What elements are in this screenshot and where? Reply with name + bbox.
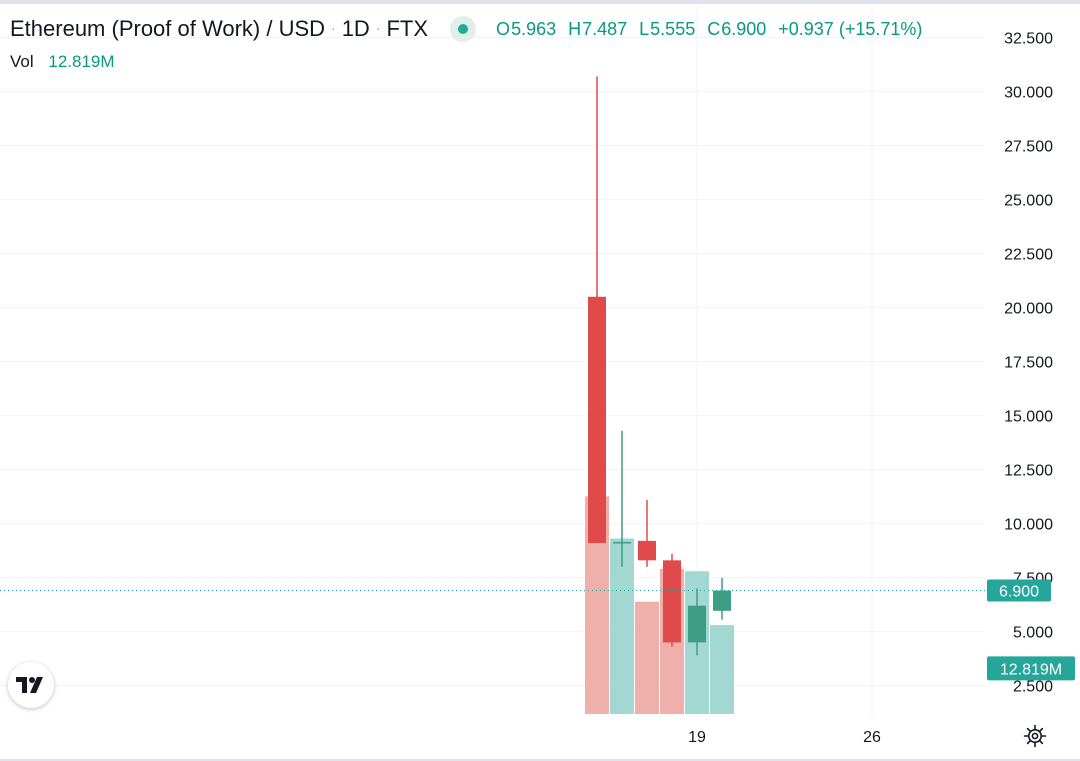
candle-layer	[588, 76, 731, 656]
candle-body	[613, 541, 631, 544]
volume-bar	[710, 625, 734, 714]
candle-body	[663, 560, 681, 643]
low-value: L5.555	[639, 19, 695, 40]
close-key: C	[707, 18, 721, 39]
high-number: 7.487	[582, 18, 628, 39]
last-volume-tag	[987, 656, 1075, 681]
candle-body	[688, 605, 706, 643]
grid-layer	[0, 5, 985, 718]
separator: ·	[375, 20, 381, 36]
y-tick-label: 22.500	[1004, 247, 1053, 264]
top-border	[0, 0, 1080, 4]
axis-layer: 2.5005.0007.50010.00012.50015.00017.5002…	[688, 31, 1075, 746]
y-tick-label: 15.000	[1004, 409, 1053, 426]
y-tick-label: 5.000	[1013, 625, 1053, 642]
y-tick-label: 25.000	[1004, 193, 1053, 210]
gear-icon-glyph	[1023, 724, 1047, 748]
x-tick-label: 19	[688, 729, 706, 746]
symbol-legend: Ethereum (Proof of Work) / USD · 1D · FT…	[10, 14, 922, 44]
y-tick-label: 2.500	[1013, 679, 1053, 696]
high-key: H	[568, 18, 582, 39]
y-tick-label: 20.000	[1004, 301, 1053, 318]
x-tick-label: 26	[863, 729, 881, 746]
y-tick-label: 17.500	[1004, 355, 1053, 372]
open-key: O	[496, 18, 511, 39]
symbol-title[interactable]: Ethereum (Proof of Work) / USD	[10, 16, 326, 41]
last-volume-tag-label: 12.819M	[1000, 661, 1062, 678]
low-key: L	[639, 18, 650, 39]
y-tick-label: 12.500	[1004, 463, 1053, 480]
open-number: 5.963	[511, 18, 557, 39]
tradingview-logo-icon[interactable]	[8, 662, 54, 708]
y-tick-label: 10.000	[1004, 517, 1053, 534]
candle-body	[713, 590, 731, 611]
close-value: C6.900	[707, 19, 766, 40]
candle-body	[588, 296, 606, 544]
market-status-indicator[interactable]	[450, 16, 477, 42]
close-number: 6.900	[721, 18, 767, 39]
market-status-dot-icon	[458, 24, 469, 34]
volume-legend: Vol 12.819M	[10, 52, 115, 72]
bottom-border	[0, 759, 1080, 761]
volume-label[interactable]: Vol	[10, 52, 34, 71]
last-price-tag	[987, 579, 1051, 602]
y-tick-label: 27.500	[1004, 139, 1053, 156]
open-value: O5.963	[496, 19, 556, 40]
volume-value: 12.819M	[48, 52, 115, 71]
interval-label[interactable]: 1D	[341, 16, 370, 41]
y-tick-label: 30.000	[1004, 85, 1053, 102]
separator: ·	[331, 20, 336, 36]
candle-body	[638, 540, 656, 561]
high-value: H7.487	[568, 19, 627, 40]
tradingview-logo-mark	[16, 677, 43, 693]
volume-bar	[635, 601, 659, 714]
volume-bar	[610, 538, 634, 714]
volume-layer	[585, 496, 734, 714]
gear-icon[interactable]	[1022, 723, 1048, 749]
y-tick-label: 32.500	[1004, 31, 1053, 48]
last-price-tag-label: 6.900	[999, 584, 1039, 601]
exchange-label: FTX	[386, 16, 429, 41]
low-number: 5.555	[650, 18, 696, 39]
price-change: +0.937 (+15.71%)	[778, 18, 923, 39]
